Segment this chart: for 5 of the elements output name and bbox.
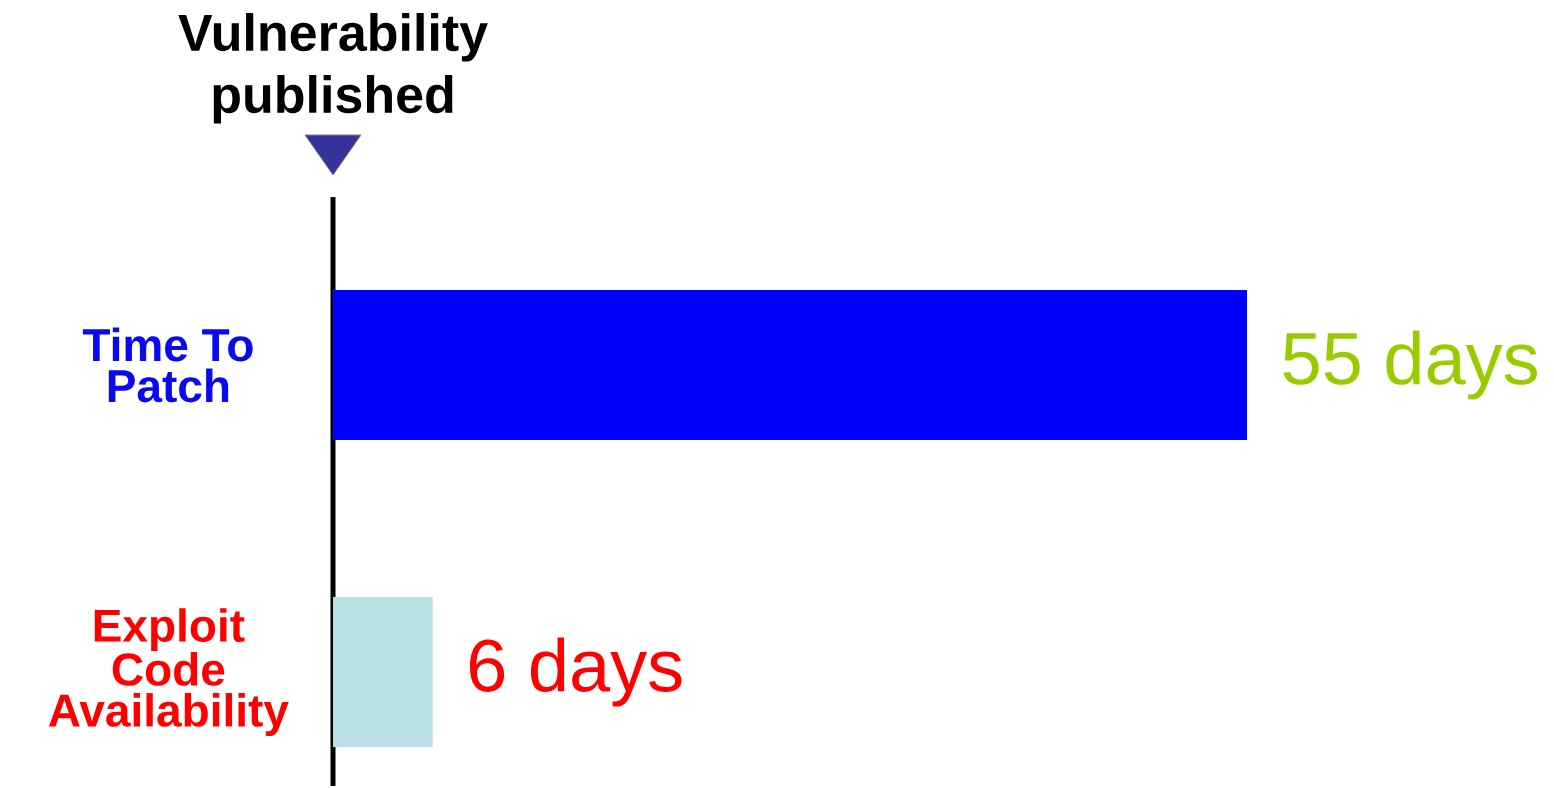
text: Vulnerability published [178, 12, 488, 124]
data-label: 6 days [470, 637, 682, 707]
y-tick-label: Exploit Code Availability [48, 607, 289, 736]
y-tick-label: Time To Patch [82, 327, 253, 403]
data-label: 55 days [1283, 330, 1537, 400]
